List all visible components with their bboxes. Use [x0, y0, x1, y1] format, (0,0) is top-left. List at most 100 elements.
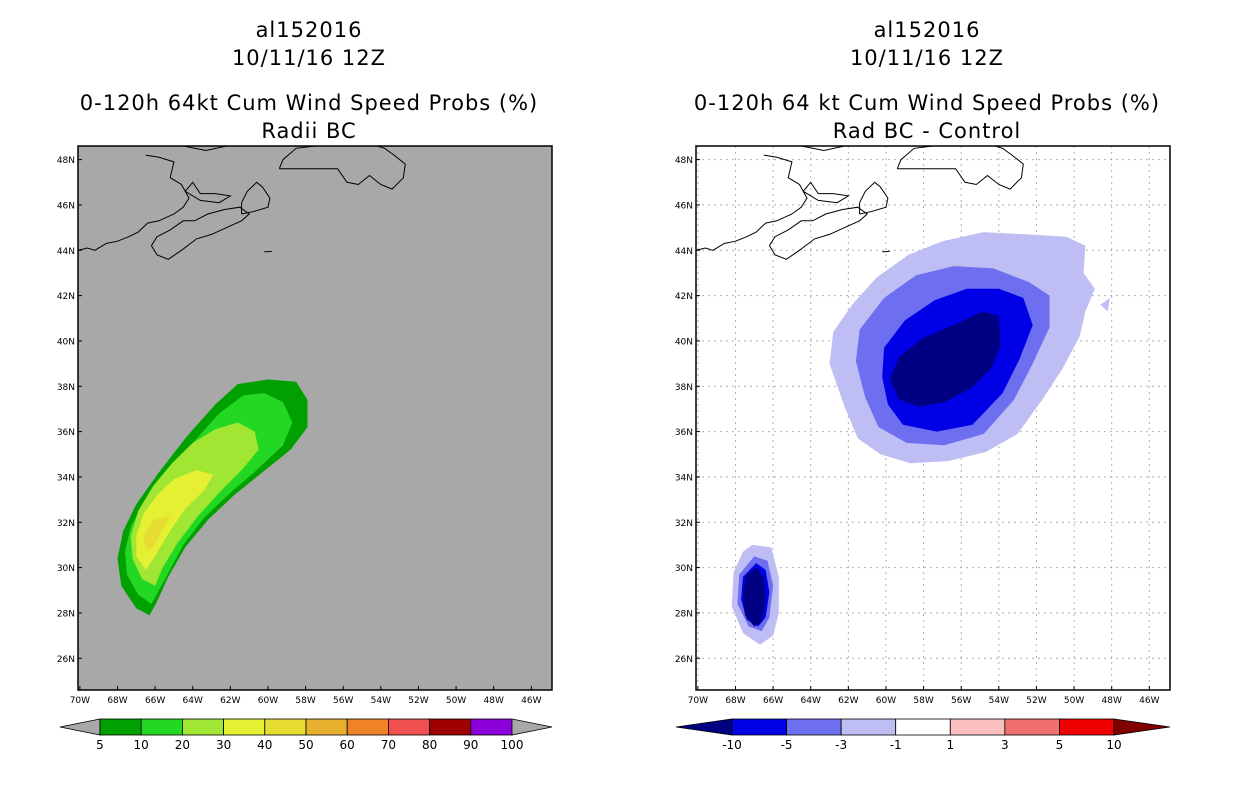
right-map-frame	[695, 145, 1171, 691]
right-colorbar-label: -10	[722, 738, 742, 752]
right-colorbar-segment	[1004, 718, 1060, 736]
right-colorbar-label: 10	[1106, 738, 1121, 752]
right-coastline	[768, 206, 868, 260]
right-colorbar-under	[675, 718, 733, 736]
left-coastline	[183, 146, 242, 152]
right-lon-label: 50W	[1064, 696, 1084, 706]
left-lon-label: 64W	[183, 696, 203, 706]
right-coastline	[696, 154, 808, 251]
right-coastline	[882, 250, 890, 253]
left-lon-label: 70W	[70, 696, 90, 706]
right-lat-label: 40N	[675, 337, 693, 347]
left-lat-label: 38N	[57, 383, 75, 393]
right-diff-contour-east-4	[889, 311, 1001, 407]
left-map-frame	[77, 145, 553, 691]
right-coastline	[802, 181, 850, 204]
left-lon-label: 48W	[484, 696, 504, 706]
left-colorbar-over	[511, 718, 553, 736]
left-title-product: 0-120h 64kt Cum Wind Speed Probs (%)	[79, 91, 539, 115]
right-lon-label: 60W	[876, 696, 896, 706]
left-lon-label: 62W	[220, 696, 240, 706]
left-colorbar-segment	[305, 718, 348, 736]
right-lon-label: 68W	[725, 696, 745, 706]
left-lon-label: 68W	[107, 696, 127, 706]
right-diff-contour-east-spot	[1100, 297, 1110, 312]
left-lon-label: 54W	[371, 696, 391, 706]
right-lon-label: 56W	[951, 696, 971, 706]
right-lon-label: 70W	[688, 696, 708, 706]
left-lon-label: 46W	[521, 696, 541, 706]
left-colorbar-label: 5	[96, 738, 104, 752]
left-lon-label: 52W	[408, 696, 428, 706]
left-coastline	[278, 146, 406, 190]
left-colorbar-segment	[140, 718, 183, 736]
left-lon-label: 50W	[446, 696, 466, 706]
right-lon-label: 48W	[1102, 696, 1122, 706]
left-lon-label: 60W	[258, 696, 278, 706]
left-lon-label: 58W	[295, 696, 315, 706]
left-lat-label: 30N	[57, 564, 75, 574]
left-lat-label: 40N	[57, 337, 75, 347]
left-lat-label: 26N	[57, 655, 75, 665]
left-lat-label: 32N	[57, 519, 75, 529]
right-title-storm-id: al152016	[873, 18, 981, 42]
left-colorbar-label: 100	[501, 738, 524, 752]
right-colorbar-label: -1	[890, 738, 902, 752]
right-lon-label: 58W	[913, 696, 933, 706]
right-lon-label: 54W	[989, 696, 1009, 706]
right-lat-label: 28N	[675, 609, 693, 619]
right-colorbar-over	[1113, 718, 1171, 736]
right-title-subtitle: Rad BC - Control	[832, 119, 1022, 143]
right-map: 48N 46N 44N 42N 40N 38N 36N 34N 32N 30N 28N 26N 70W 6…	[675, 145, 1171, 752]
right-lon-label: 66W	[763, 696, 783, 706]
right-colorbar-label: 5	[1056, 738, 1064, 752]
left-colorbar-segment	[99, 718, 142, 736]
right-lat-label: 34N	[675, 473, 693, 483]
left-colorbar-label: 30	[216, 738, 231, 752]
left-lon-label: 56W	[333, 696, 353, 706]
left-prob-contour-3	[130, 422, 259, 586]
left-colorbar-segment	[181, 718, 224, 736]
right-colorbar-segment	[840, 718, 897, 736]
right-lon-label: 46W	[1139, 696, 1159, 706]
right-colorbar-label: -3	[835, 738, 847, 752]
left-lon-label: 66W	[145, 696, 165, 706]
left-title-subtitle: Radii BC	[261, 119, 357, 143]
right-lon-label: 62W	[838, 696, 858, 706]
right-title-date: 10/11/16 12Z	[849, 46, 1005, 70]
left-lat-label: 28N	[57, 609, 75, 619]
right-coastline	[859, 181, 889, 215]
right-lat-label: 26N	[675, 655, 693, 665]
left-coastline	[78, 154, 190, 251]
left-lat-label: 48N	[57, 156, 75, 166]
left-colorbar-label: 10	[134, 738, 149, 752]
right-lat-label: 30N	[675, 564, 693, 574]
right-colorbar-label: 1	[946, 738, 954, 752]
right-colorbar-label: 3	[1001, 738, 1009, 752]
left-lat-label: 44N	[57, 247, 75, 257]
right-lat-label: 48N	[675, 156, 693, 166]
right-panel: al152016 10/11/16 12Z 0-120h 64 kt Cum W…	[618, 0, 1236, 800]
right-colorbar-segment	[786, 718, 842, 736]
right-colorbar-label: -5	[781, 738, 793, 752]
left-colorbar-segment	[387, 718, 430, 736]
right-colorbar-segment	[895, 718, 951, 736]
left-title-storm-id: al152016	[255, 18, 363, 42]
left-coastline	[264, 250, 272, 253]
left-map: 48N 46N 44N 42N 40N 38N 36N 34N 32N 30N 28N 26N 70W 6…	[57, 145, 553, 752]
right-lat-label: 32N	[675, 519, 693, 529]
left-title-date: 10/11/16 12Z	[231, 46, 387, 70]
right-coastline	[896, 146, 1024, 190]
right-lat-label: 38N	[675, 383, 693, 393]
right-lat-label: 36N	[675, 428, 693, 438]
right-coastline	[801, 146, 860, 152]
left-coastline	[150, 206, 250, 260]
left-colorbar-label: 50	[298, 738, 313, 752]
left-lat-label: 42N	[57, 292, 75, 302]
right-colorbar-segment	[1059, 718, 1115, 736]
right-diff-contour-south-4	[743, 567, 766, 627]
left-colorbar-segment	[264, 718, 307, 736]
right-title-product: 0-120h 64 kt Cum Wind Speed Probs (%)	[693, 91, 1161, 115]
left-colorbar-segment	[470, 718, 513, 736]
right-colorbar-segment	[731, 718, 787, 736]
